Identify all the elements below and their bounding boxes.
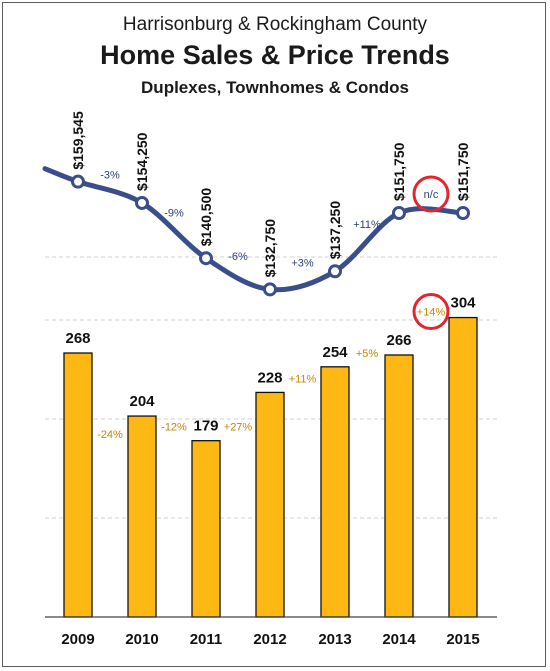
price-change-label-5: +11% <box>353 219 381 231</box>
price-point-2011 <box>199 251 213 266</box>
bar-2009 <box>63 352 93 618</box>
sales-change-label-5: +5% <box>356 348 379 360</box>
price-value-label-2010: $154,250 <box>134 132 150 191</box>
bar-2011 <box>191 440 221 618</box>
price-value-label-2012: $132,750 <box>262 219 278 278</box>
sales-change-label-6: +14% <box>417 307 446 319</box>
price-value-label-2013: $137,250 <box>327 201 343 260</box>
highlight-circle-price <box>412 175 450 213</box>
bar-value-label-2011: 179 <box>193 418 218 435</box>
chart-title-line1: Harrisonburg & Rockingham County <box>122 14 428 35</box>
bar-2013 <box>320 366 350 618</box>
price-change-label-6: n/c <box>424 189 439 201</box>
price-change-label-1: -3% <box>100 169 120 181</box>
bar-value-label-2015: 304 <box>450 295 476 312</box>
bar-value-label-2010: 204 <box>129 393 155 410</box>
bar-2010 <box>127 415 157 618</box>
price-point-2009 <box>71 174 85 189</box>
price-point-2015 <box>456 206 470 220</box>
price-change-label-4: +3% <box>291 257 314 269</box>
sales-change-label-2: -12% <box>161 422 187 434</box>
sales-change-label-3: +27% <box>224 422 253 434</box>
bar-value-label-2012: 228 <box>257 369 282 386</box>
bar-value-label-2014: 266 <box>386 332 411 349</box>
x-tick-label-2015: 2015 <box>446 631 479 648</box>
x-tick-label-2013: 2013 <box>318 631 351 648</box>
chart-subtitle: Duplexes, Townhomes & Condos <box>141 78 409 97</box>
bar-value-label-2013: 254 <box>322 344 348 361</box>
bar-2014 <box>384 354 414 618</box>
x-tick-label-2010: 2010 <box>125 631 158 648</box>
bar-2012 <box>255 391 285 618</box>
bar-value-label-2009: 268 <box>65 330 90 347</box>
x-tick-label-2011: 2011 <box>190 631 223 648</box>
x-tick-label-2014: 2014 <box>382 631 416 648</box>
price-change-label-3: -6% <box>228 251 248 263</box>
x-tick-label-2012: 2012 <box>253 631 286 648</box>
price-point-2014 <box>392 206 406 220</box>
price-value-label-2011: $140,500 <box>198 188 214 247</box>
bar-2015 <box>448 316 478 618</box>
sales-change-label-4: +11% <box>289 373 317 385</box>
price-value-label-2014: $151,750 <box>391 142 407 201</box>
price-value-label-2015: $151,750 <box>455 142 471 201</box>
price-trend-line <box>42 166 466 293</box>
price-point-2010 <box>135 195 149 210</box>
price-change-label-2: -9% <box>164 208 184 220</box>
chart-title-main: Home Sales & Price Trends <box>100 40 450 70</box>
x-tick-label-2009: 2009 <box>61 631 94 648</box>
price-point-2012 <box>263 282 277 297</box>
highlight-circle-sales <box>412 293 450 331</box>
sales-change-label-1: -24% <box>97 429 123 441</box>
price-value-label-2009: $159,545 <box>70 111 86 170</box>
price-point-2013 <box>328 264 342 279</box>
